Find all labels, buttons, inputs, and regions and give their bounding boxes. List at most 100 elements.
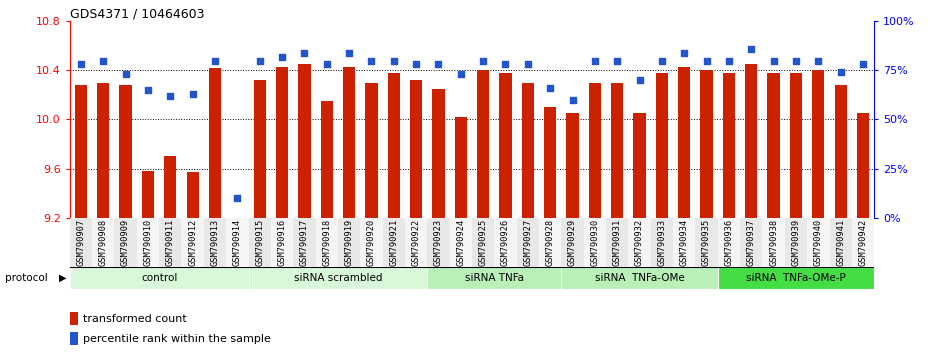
Text: GSM790909: GSM790909 [121, 219, 130, 267]
Text: GSM790918: GSM790918 [322, 219, 331, 267]
Bar [70, 218, 92, 267]
Bar [338, 218, 360, 267]
Point [699, 58, 714, 63]
Text: GSM790927: GSM790927 [524, 219, 532, 267]
Bar [405, 218, 427, 267]
Bar [248, 218, 271, 267]
Point [811, 58, 826, 63]
Text: GDS4371 / 10464603: GDS4371 / 10464603 [70, 7, 205, 20]
Bar [226, 218, 248, 267]
Bar [790, 73, 803, 218]
Text: GSM790929: GSM790929 [568, 219, 577, 267]
Point [252, 58, 267, 63]
Text: protocol: protocol [5, 273, 47, 283]
Bar [611, 82, 623, 218]
Point [521, 62, 536, 67]
Point [543, 85, 558, 91]
Text: GSM790941: GSM790941 [836, 219, 845, 267]
Text: GSM790940: GSM790940 [814, 219, 823, 267]
Bar [299, 64, 311, 218]
Text: GSM790934: GSM790934 [680, 219, 689, 267]
Bar [696, 218, 718, 267]
Bar [388, 73, 400, 218]
Bar [365, 82, 378, 218]
Bar [830, 218, 852, 267]
Point [833, 69, 848, 75]
Text: percentile rank within the sample: percentile rank within the sample [83, 334, 271, 344]
Text: siRNA  TNFa-OMe: siRNA TNFa-OMe [594, 273, 684, 282]
Bar [271, 218, 293, 267]
Bar [718, 267, 874, 289]
Bar [293, 218, 315, 267]
Bar [70, 312, 78, 325]
Point [498, 62, 513, 67]
Point [96, 58, 111, 63]
Bar [159, 218, 181, 267]
Point [163, 93, 178, 99]
Point [744, 46, 759, 52]
Bar [629, 218, 651, 267]
Point [677, 50, 692, 56]
Bar [745, 64, 757, 218]
Bar [209, 68, 221, 218]
Bar [651, 218, 673, 267]
Text: GSM790925: GSM790925 [479, 219, 487, 267]
Bar [544, 107, 556, 218]
Point [230, 195, 245, 201]
Text: GSM790913: GSM790913 [210, 219, 219, 267]
Bar [763, 218, 785, 267]
Point [766, 58, 781, 63]
Bar [740, 218, 763, 267]
Text: GSM790937: GSM790937 [747, 219, 756, 267]
Text: GSM790922: GSM790922 [412, 219, 420, 267]
Text: GSM790942: GSM790942 [858, 219, 868, 267]
Text: control: control [141, 273, 178, 282]
Point [431, 62, 445, 67]
Text: siRNA  TNFa-OMe-P: siRNA TNFa-OMe-P [746, 273, 846, 282]
Point [588, 58, 603, 63]
Bar [606, 218, 629, 267]
Bar [119, 85, 132, 218]
Bar [432, 89, 445, 218]
Point [476, 58, 491, 63]
Point [386, 58, 401, 63]
Bar [248, 267, 427, 289]
Text: GSM790930: GSM790930 [591, 219, 599, 267]
Bar [700, 70, 712, 218]
Bar [137, 218, 159, 267]
Bar [584, 218, 606, 267]
Bar [522, 82, 534, 218]
Point [297, 50, 312, 56]
Text: GSM790917: GSM790917 [299, 219, 309, 267]
Text: GSM790936: GSM790936 [724, 219, 734, 267]
Point [319, 62, 334, 67]
Bar [276, 67, 288, 218]
Text: GSM790915: GSM790915 [255, 219, 264, 267]
Text: GSM790924: GSM790924 [457, 219, 465, 267]
Text: GSM790911: GSM790911 [166, 219, 175, 267]
Bar [254, 80, 266, 218]
Text: GSM790926: GSM790926 [501, 219, 510, 267]
Point [341, 50, 356, 56]
Text: GSM790919: GSM790919 [345, 219, 353, 267]
Bar [499, 73, 512, 218]
Bar [472, 218, 495, 267]
Text: GSM790920: GSM790920 [367, 219, 376, 267]
Point [274, 54, 289, 59]
Bar [343, 67, 355, 218]
Bar [566, 113, 578, 218]
Text: GSM790933: GSM790933 [658, 219, 667, 267]
Point [408, 62, 423, 67]
Text: GSM790938: GSM790938 [769, 219, 778, 267]
Point [73, 62, 88, 67]
Text: GSM790923: GSM790923 [434, 219, 443, 267]
Bar [767, 73, 779, 218]
Text: ▶: ▶ [59, 273, 66, 283]
Point [655, 58, 670, 63]
Text: transformed count: transformed count [83, 314, 187, 324]
Bar [74, 85, 87, 218]
Bar [857, 113, 870, 218]
Point [140, 87, 155, 93]
Text: GSM790939: GSM790939 [791, 219, 801, 267]
Bar [204, 218, 226, 267]
